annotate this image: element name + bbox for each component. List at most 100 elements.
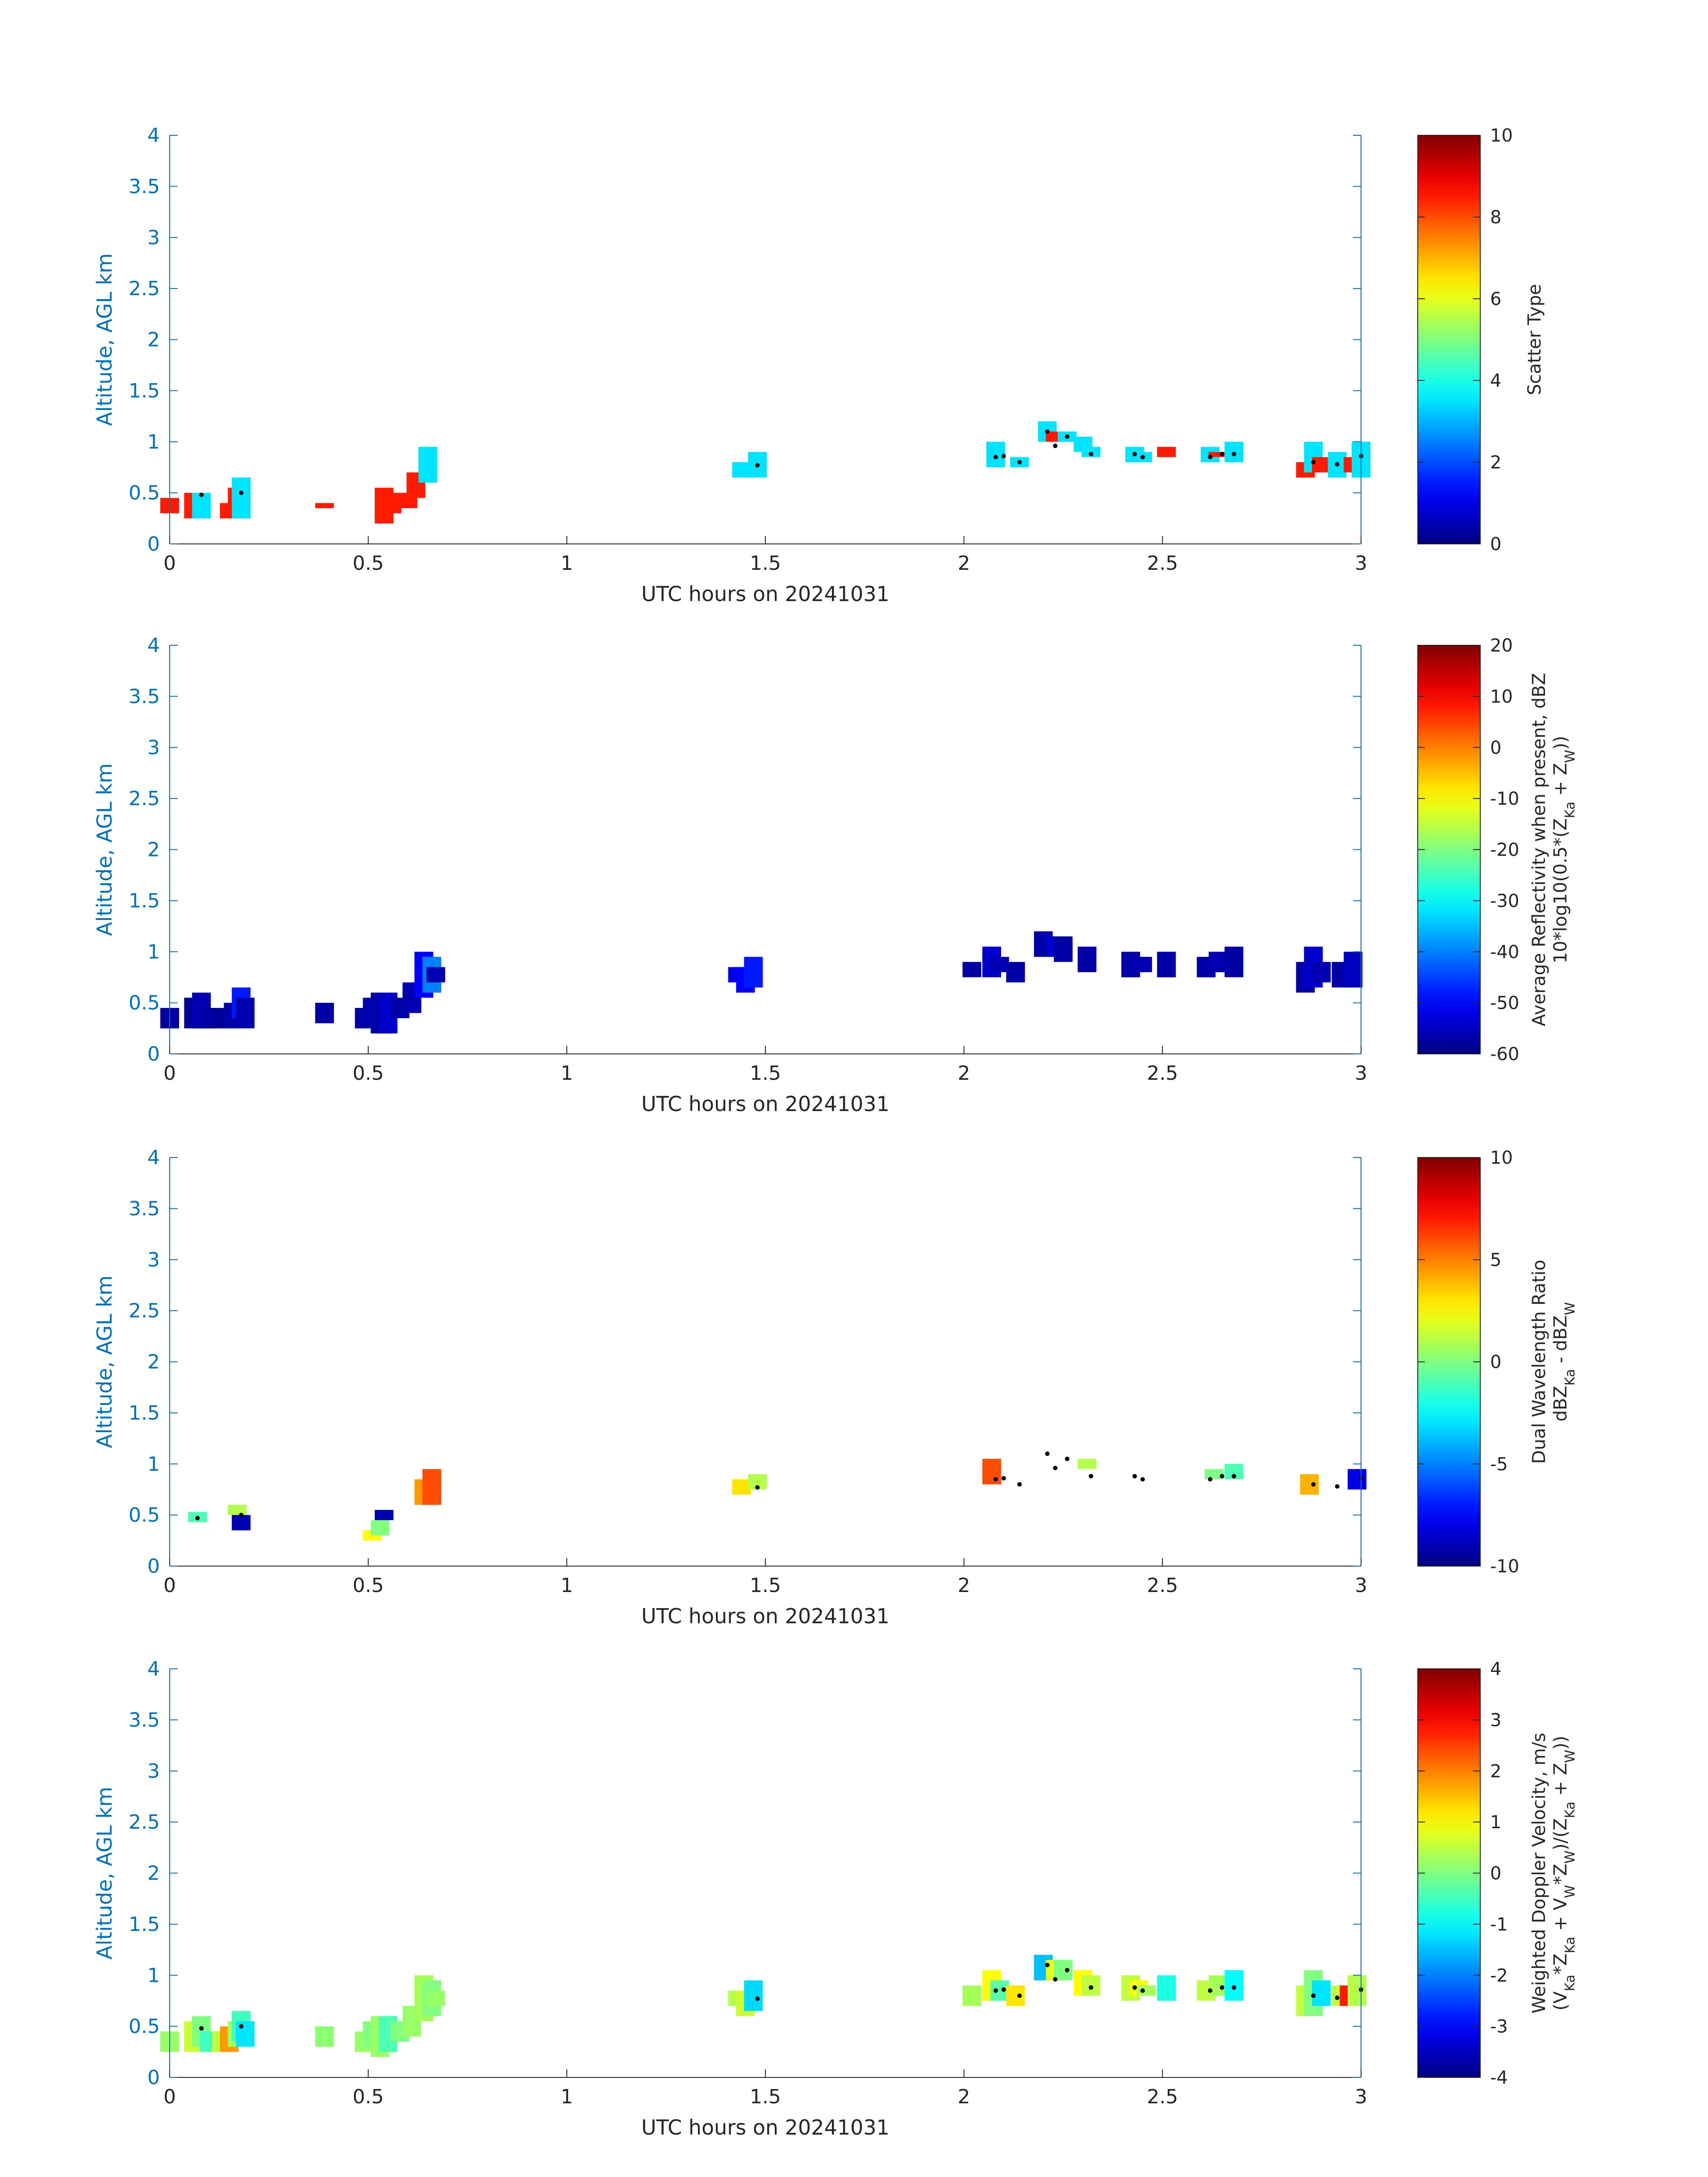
heatmap-cells <box>188 1458 1367 1541</box>
y-tick-label: 1.5 <box>129 1402 160 1425</box>
colorbar-tick-label: -3 <box>1490 2017 1508 2037</box>
cloud-base-marker <box>1335 462 1340 467</box>
heatmap-cell <box>1208 452 1228 457</box>
heatmap-cell <box>744 957 763 988</box>
cloud-base-marker <box>1001 1476 1006 1481</box>
y-tick-label: 0 <box>147 533 160 556</box>
x-axis-label: UTC hours on 20241031 <box>641 2115 889 2139</box>
heatmap-cell <box>1077 946 1097 972</box>
heatmap-cell <box>232 1515 251 1530</box>
colorbar-tick-label: -40 <box>1490 942 1519 962</box>
cloud-base-marker <box>239 2024 244 2029</box>
y-tick-label: 1.5 <box>129 890 160 912</box>
x-tick-label: 0.5 <box>353 552 384 575</box>
colorbar-tick-label: 0 <box>1490 534 1501 555</box>
heatmap-cell <box>962 962 981 978</box>
colorbar-tick-label: 10 <box>1490 1148 1513 1168</box>
y-tick-label: 1 <box>147 1453 160 1475</box>
colorbar-tick-label: 0 <box>1490 738 1501 758</box>
heatmap-cell <box>1312 457 1331 472</box>
y-tick-label: 2.5 <box>129 1300 160 1322</box>
cloud-base-marker <box>239 1513 244 1517</box>
heatmap-cell <box>1006 962 1025 982</box>
colorbar-tick-label: 20 <box>1490 635 1513 656</box>
y-tick-label: 1 <box>147 430 160 453</box>
heatmap-cell <box>1208 952 1228 973</box>
heatmap-cell <box>236 2021 255 2047</box>
cloud-base-marker <box>755 1485 760 1490</box>
colorbar: 0 2 4 6 8 10 Scatter Type <box>1417 125 1545 555</box>
cloud-base-marker <box>1065 1968 1069 1972</box>
x-tick-label: 0.5 <box>353 2085 384 2108</box>
cloud-base-marker <box>1017 460 1022 464</box>
y-tick-label: 0.5 <box>129 2015 160 2038</box>
colorbar-tick-label: -2 <box>1490 1965 1508 1986</box>
colorbar-tick-label: -50 <box>1490 993 1519 1014</box>
panel-dual-wavelength-ratio: 0 0.5 1 1.5 2 2.5 3 0 0.5 1 1.5 2 2.5 3 3.5 4 UTC hours … <box>92 1146 1578 1628</box>
heatmap-cell <box>1054 936 1073 962</box>
x-axis-label: UTC hours on 20241031 <box>641 1604 889 1628</box>
colorbar-tick-label: 5 <box>1490 1250 1501 1270</box>
cloud-base-marker <box>1089 451 1094 456</box>
y-tick-label: 3 <box>147 226 160 249</box>
cloud-base-marker <box>1140 455 1145 460</box>
colorbar-tick-label: 10 <box>1490 125 1513 146</box>
cloud-base-marker <box>1001 454 1006 459</box>
colorbar-label: 10*log10(0.5*(ZKa + ZW)) <box>1550 736 1578 964</box>
x-tick-label: 0.5 <box>353 1574 384 1597</box>
colorbar-tick-label: 0 <box>1490 1864 1501 1884</box>
cloud-base-marker <box>199 493 204 497</box>
heatmap-cell <box>1137 1985 1156 1996</box>
y-tick-label: 0.5 <box>129 992 160 1015</box>
cloud-base-marker <box>755 1996 760 2001</box>
y-tick-label: 4 <box>147 634 160 657</box>
heatmap-cell <box>990 1980 1009 2001</box>
x-tick-label: 1.5 <box>750 1062 781 1085</box>
heatmap-cell <box>732 462 751 478</box>
panel-average-reflectivity: 0 0.5 1 1.5 2 2.5 3 0 0.5 1 1.5 2 2.5 3 3.5 4 UTC hours … <box>92 634 1578 1116</box>
cloud-base-marker <box>1065 434 1069 439</box>
y-tick-label: 1.5 <box>129 1913 160 1936</box>
x-axis-label: UTC hours on 20241031 <box>641 1092 889 1116</box>
heatmap-cells <box>160 1955 1367 2057</box>
y-tick-label: 2 <box>147 1862 160 1885</box>
x-tick-label: 2.5 <box>1147 1574 1178 1597</box>
cloud-base-marker <box>755 463 760 468</box>
y-tick-label: 3 <box>147 1249 160 1271</box>
colorbar-tick-label: -5 <box>1490 1454 1508 1475</box>
heatmap-cell <box>315 2026 334 2047</box>
cloud-base-marker <box>1045 1963 1050 1968</box>
x-tick-label: 2 <box>958 552 970 575</box>
cloud-base-marker <box>1335 1484 1340 1489</box>
cloud-base-marker <box>993 1988 998 1993</box>
heatmap-cell <box>744 1980 763 2011</box>
cloud-base-marker <box>1132 451 1137 456</box>
heatmap-cell <box>1157 447 1176 457</box>
x-tick-label: 3 <box>1355 1574 1367 1597</box>
heatmap-cell <box>422 1469 441 1505</box>
heatmap-cell <box>1348 1975 1367 2006</box>
cloud-base-marker <box>993 455 998 460</box>
y-tick-label: 0 <box>147 1555 160 1578</box>
cloud-base-marker <box>1045 429 1050 434</box>
heatmap-cell <box>986 442 1005 468</box>
colorbar-tick-label: -60 <box>1490 1044 1519 1065</box>
cloud-base-marker <box>1219 451 1224 456</box>
x-tick-label: 2.5 <box>1147 552 1178 575</box>
x-tick-label: 0.5 <box>353 1062 384 1085</box>
heatmap-cell <box>962 1985 981 2006</box>
colorbar-tick-label: -4 <box>1490 2068 1508 2088</box>
panel-scatter-type: 0 0.5 1 1.5 2 2.5 3 0 0.5 1 1.5 2 2.5 3 3.5 4 UTC hours … <box>92 124 1545 606</box>
colorbar-tick-label: 4 <box>1490 1659 1501 1680</box>
heatmap-cells <box>160 931 1363 1034</box>
y-tick-label: 4 <box>147 124 160 147</box>
heatmap-cell <box>1224 946 1244 978</box>
heatmap-cell <box>1312 962 1331 982</box>
x-tick-label: 3 <box>1355 2085 1367 2108</box>
heatmap-cell <box>1077 1458 1097 1469</box>
cloud-base-marker <box>1140 1477 1145 1482</box>
colorbar-tick-label: 10 <box>1490 686 1513 707</box>
x-tick-label: 2 <box>958 1062 970 1085</box>
heatmap-cell <box>315 1003 334 1024</box>
colorbar-label: (VKa*ZKa + VW*ZW)/(ZKa + ZW)) <box>1550 1736 1578 2010</box>
